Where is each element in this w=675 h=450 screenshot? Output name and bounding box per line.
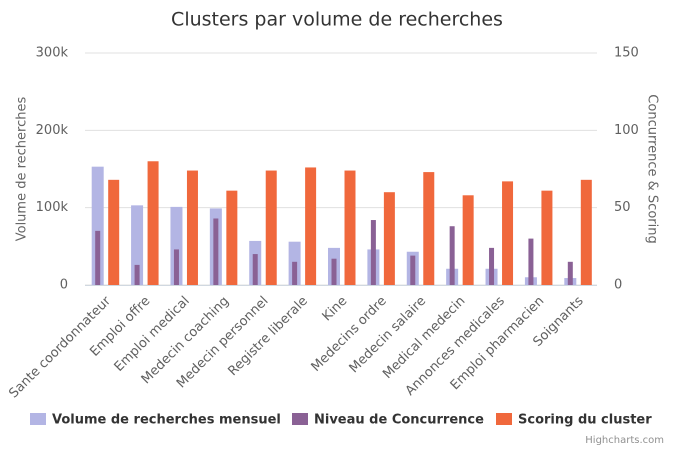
bar: [292, 261, 298, 285]
bar: [567, 261, 573, 285]
legend-symbol[interactable]: [292, 413, 308, 425]
chart-title: Clusters par volume de recherches: [171, 9, 503, 31]
bar: [108, 179, 120, 285]
bar: [410, 255, 416, 285]
bar: [95, 230, 101, 285]
y2-tick-label: 150: [614, 46, 639, 61]
y2-axis-title: Concurrence & Scoring: [645, 94, 660, 243]
bar: [331, 258, 337, 285]
y2-tick-label: 0: [614, 278, 622, 293]
bar: [383, 192, 395, 285]
y-axis-title: Volume de recherches: [15, 97, 30, 242]
bar: [134, 264, 140, 285]
bar: [541, 190, 553, 285]
bar: [423, 172, 435, 285]
legend-symbol[interactable]: [496, 413, 512, 425]
bar: [370, 220, 376, 285]
bar: [489, 247, 495, 285]
legend-item[interactable]: Niveau de Concurrence: [314, 413, 484, 428]
bar: [147, 161, 159, 285]
bar: [344, 170, 356, 285]
bar: [91, 166, 104, 285]
bar: [131, 205, 144, 285]
bar: [252, 254, 258, 285]
legend-item[interactable]: Volume de recherches mensuel: [52, 413, 281, 428]
x-tick-label: Kine: [320, 294, 351, 325]
bar: [528, 238, 534, 285]
bar: [170, 206, 183, 285]
bar: [186, 170, 198, 285]
y2-tick-label: 50: [614, 200, 631, 215]
bar: [265, 170, 277, 285]
bar: [305, 167, 317, 285]
bar: [502, 181, 514, 285]
y-tick-label: 0: [60, 278, 68, 293]
legend-item[interactable]: Scoring du cluster: [518, 413, 652, 428]
bar: [213, 218, 219, 285]
y-tick-label: 300k: [36, 46, 69, 61]
bar: [580, 179, 592, 285]
legend-symbol[interactable]: [30, 413, 46, 425]
y-tick-label: 200k: [36, 123, 69, 138]
bar: [173, 249, 179, 285]
y2-tick-label: 100: [614, 123, 639, 138]
bar: [462, 195, 474, 285]
y-tick-label: 100k: [36, 200, 69, 215]
bar: [226, 190, 238, 285]
credits[interactable]: Highcharts.com: [585, 435, 664, 446]
bar: [449, 226, 455, 285]
